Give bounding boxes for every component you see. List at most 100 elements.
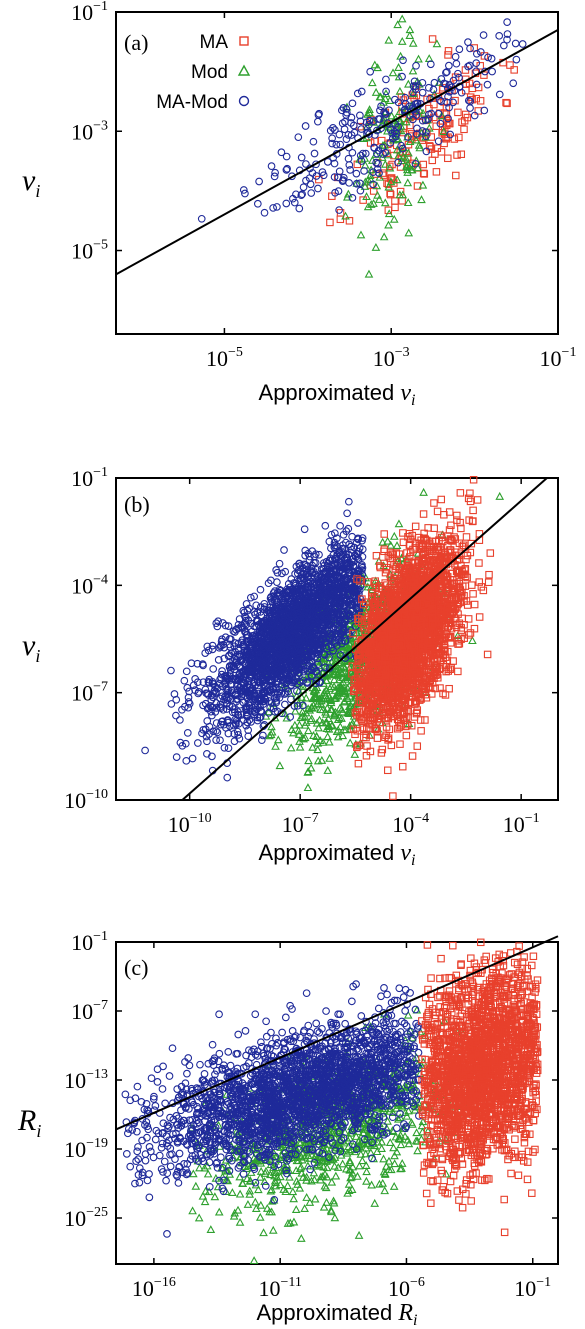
legend-label-mod: Mod <box>191 62 228 83</box>
point-ma-mod <box>275 559 284 568</box>
panel-a: 10−5 10−3 10−110−110−310−5 (a) MA Mod MA-M… <box>22 0 576 409</box>
point-ma <box>425 104 433 113</box>
legend-marker-ma-mod <box>238 95 250 107</box>
point-ma-mod <box>282 152 291 161</box>
point-ma-mod <box>182 667 191 676</box>
point-ma <box>476 97 485 105</box>
point-mod <box>397 36 407 45</box>
point-ma-mod <box>451 52 460 61</box>
legend-label-ma: MA <box>200 32 229 53</box>
point-ma <box>380 530 388 538</box>
point-mod <box>389 531 399 540</box>
point-mod <box>408 66 418 75</box>
point-ma <box>370 137 379 146</box>
data-points <box>197 14 527 278</box>
point-ma <box>451 96 459 105</box>
point-ma-mod <box>213 728 222 737</box>
point-ma <box>510 66 518 74</box>
point-ma <box>359 196 367 204</box>
point-mod <box>424 123 434 132</box>
point-ma <box>432 168 441 176</box>
point-ma <box>421 716 429 724</box>
legend-label-ma-mod: MA-Mod <box>156 92 228 113</box>
point-ma-mod <box>183 729 192 737</box>
point-mod <box>405 137 415 145</box>
point-mod <box>401 153 411 162</box>
point-ma-mod <box>418 88 427 97</box>
y-tick-label: 10−3 <box>71 118 108 144</box>
point-mod <box>323 766 333 774</box>
point-mod <box>404 79 413 88</box>
point-mod <box>414 140 424 149</box>
point-ma-mod <box>483 80 492 89</box>
point-ma <box>457 150 466 159</box>
point-ma <box>411 522 420 531</box>
point-ma-mod <box>260 208 269 217</box>
point-mod <box>303 783 313 792</box>
point-mod <box>394 63 403 71</box>
point-ma-mod <box>452 59 461 68</box>
point-ma-mod <box>255 177 263 186</box>
point-ma-mod <box>457 88 466 97</box>
point-ma <box>386 190 395 199</box>
point-ma-mod <box>294 133 303 142</box>
point-ma <box>419 510 428 518</box>
point-ma-mod <box>295 204 304 213</box>
point-ma <box>463 113 472 122</box>
point-ma <box>426 142 434 151</box>
point-ma-mod <box>344 497 353 506</box>
point-ma-mod <box>182 756 191 765</box>
point-mod <box>380 94 390 103</box>
point-mod <box>352 178 362 187</box>
panel-b: 10−10 10−7 10−4 10−110−110−410−710−10 (b) A… <box>22 465 559 869</box>
point-ma <box>506 61 514 69</box>
point-mod <box>403 198 413 207</box>
point-ma-mod <box>267 162 276 170</box>
point-ma-mod <box>466 104 474 112</box>
point-mod <box>371 242 381 251</box>
point-ma-mod <box>503 18 511 26</box>
point-mod <box>363 109 372 118</box>
point-ma-mod <box>176 716 184 724</box>
point-mod <box>394 72 404 81</box>
point-mod <box>384 35 394 44</box>
point-ma <box>453 151 461 159</box>
point-ma <box>413 742 422 750</box>
point-mod <box>373 63 382 72</box>
point-ma-mod <box>348 99 357 108</box>
point-mod <box>389 214 399 223</box>
point-ma-mod <box>314 184 322 193</box>
point-ma-mod <box>302 160 310 168</box>
point-ma-mod <box>273 578 281 587</box>
point-ma <box>458 118 466 126</box>
point-ma <box>387 174 395 183</box>
point-ma-mod <box>321 521 330 530</box>
point-mod <box>408 89 418 98</box>
point-ma-mod <box>167 666 175 675</box>
point-ma <box>432 122 440 130</box>
point-mod <box>405 31 415 40</box>
point-mod <box>271 741 280 750</box>
point-mod <box>403 178 413 187</box>
point-ma-mod <box>197 214 206 223</box>
point-mod <box>411 135 421 144</box>
point-ma-mod <box>224 744 233 753</box>
point-ma-mod <box>256 585 265 594</box>
point-mod <box>362 192 371 201</box>
point-ma <box>485 570 493 579</box>
point-ma-mod <box>309 137 318 146</box>
point-mod <box>399 143 408 152</box>
point-mod <box>398 190 408 199</box>
point-ma-mod <box>466 44 474 53</box>
point-ma-mod <box>509 79 518 88</box>
point-mod <box>419 487 428 496</box>
point-ma-mod <box>180 676 189 685</box>
y-tick-label: 10−1 <box>71 0 108 25</box>
point-ma-mod <box>343 509 351 518</box>
point-ma-mod <box>306 180 315 189</box>
point-ma-mod <box>336 521 344 530</box>
point-ma-mod <box>172 753 181 761</box>
point-mod <box>385 163 395 172</box>
point-ma-mod <box>203 717 212 725</box>
point-ma <box>475 578 483 586</box>
